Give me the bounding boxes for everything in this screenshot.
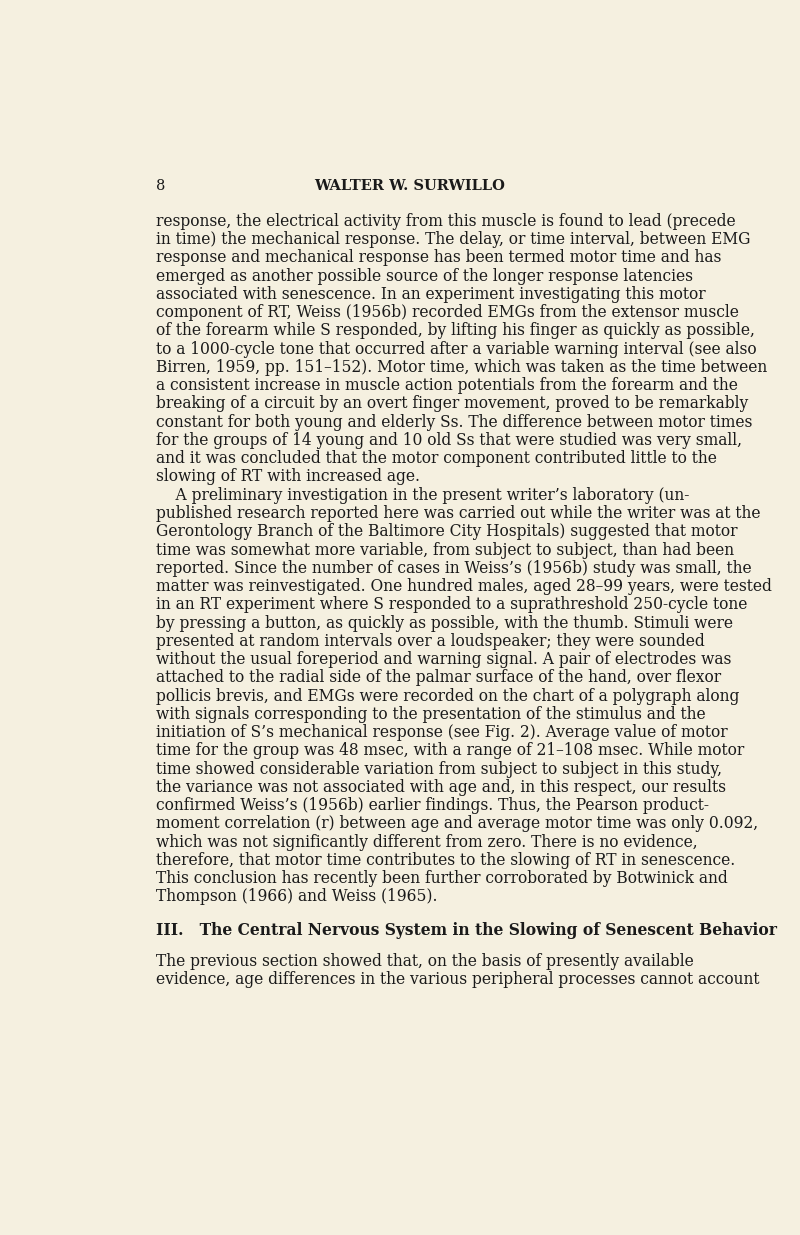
Text: emerged as another possible source of the longer response latencies: emerged as another possible source of th…	[156, 268, 693, 284]
Text: component of RT, Weiss (1956b) recorded EMGs from the extensor muscle: component of RT, Weiss (1956b) recorded …	[156, 304, 738, 321]
Text: Birren, 1959, pp. 151–152). Motor time, which was taken as the time between: Birren, 1959, pp. 151–152). Motor time, …	[156, 359, 767, 375]
Text: This conclusion has recently been further corroborated by Botwinick and: This conclusion has recently been furthe…	[156, 871, 727, 887]
Text: The previous section showed that, on the basis of presently available: The previous section showed that, on the…	[156, 953, 694, 971]
Text: initiation of S’s mechanical response (see Fig. 2). Average value of motor: initiation of S’s mechanical response (s…	[156, 724, 727, 741]
Text: evidence, age differences in the various peripheral processes cannot account: evidence, age differences in the various…	[156, 972, 759, 988]
Text: III.   The Central Nervous System in the Slowing of Senescent Behavior: III. The Central Nervous System in the S…	[156, 923, 777, 939]
Text: response, the electrical activity from this muscle is found to lead (precede: response, the electrical activity from t…	[156, 212, 735, 230]
Text: WALTER W. SURWILLO: WALTER W. SURWILLO	[314, 179, 506, 193]
Text: by pressing a button, as quickly as possible, with the thumb. Stimuli were: by pressing a button, as quickly as poss…	[156, 615, 733, 631]
Text: in time) the mechanical response. The delay, or time interval, between EMG: in time) the mechanical response. The de…	[156, 231, 750, 248]
Text: response and mechanical response has been termed motor time and has: response and mechanical response has bee…	[156, 249, 721, 267]
Text: associated with senescence. In an experiment investigating this motor: associated with senescence. In an experi…	[156, 285, 706, 303]
Text: to a 1000-cycle tone that occurred after a variable warning interval (see also: to a 1000-cycle tone that occurred after…	[156, 341, 757, 358]
Text: A preliminary investigation in the present writer’s laboratory (un-: A preliminary investigation in the prese…	[156, 487, 689, 504]
Text: for the groups of 14 young and 10 old Ss that were studied was very small,: for the groups of 14 young and 10 old Ss…	[156, 432, 742, 450]
Text: Gerontology Branch of the Baltimore City Hospitals) suggested that motor: Gerontology Branch of the Baltimore City…	[156, 524, 738, 540]
Text: and it was concluded that the motor component contributed little to the: and it was concluded that the motor comp…	[156, 451, 717, 467]
Text: without the usual foreperiod and warning signal. A pair of electrodes was: without the usual foreperiod and warning…	[156, 651, 731, 668]
Text: constant for both young and elderly Ss. The difference between motor times: constant for both young and elderly Ss. …	[156, 414, 752, 431]
Text: breaking of a circuit by an overt finger movement, proved to be remarkably: breaking of a circuit by an overt finger…	[156, 395, 748, 412]
Text: time for the group was 48 msec, with a range of 21–108 msec. While motor: time for the group was 48 msec, with a r…	[156, 742, 744, 760]
Text: therefore, that motor time contributes to the slowing of RT in senescence.: therefore, that motor time contributes t…	[156, 852, 735, 869]
Text: reported. Since the number of cases in Weiss’s (1956b) study was small, the: reported. Since the number of cases in W…	[156, 559, 751, 577]
Text: attached to the radial side of the palmar surface of the hand, over flexor: attached to the radial side of the palma…	[156, 669, 721, 687]
Text: confirmed Weiss’s (1956b) earlier findings. Thus, the Pearson product-: confirmed Weiss’s (1956b) earlier findin…	[156, 797, 709, 814]
Text: moment correlation (r) between age and average motor time was only 0.092,: moment correlation (r) between age and a…	[156, 815, 758, 832]
Text: Thompson (1966) and Weiss (1965).: Thompson (1966) and Weiss (1965).	[156, 888, 438, 905]
Text: time was somewhat more variable, from subject to subject, than had been: time was somewhat more variable, from su…	[156, 541, 734, 558]
Text: in an RT experiment where S responded to a suprathreshold 250-cycle tone: in an RT experiment where S responded to…	[156, 597, 747, 614]
Text: slowing of RT with increased age.: slowing of RT with increased age.	[156, 468, 420, 485]
Text: of the forearm while S responded, by lifting his finger as quickly as possible,: of the forearm while S responded, by lif…	[156, 322, 754, 340]
Text: which was not significantly different from zero. There is no evidence,: which was not significantly different fr…	[156, 834, 698, 851]
Text: with signals corresponding to the presentation of the stimulus and the: with signals corresponding to the presen…	[156, 706, 706, 722]
Text: presented at random intervals over a loudspeaker; they were sounded: presented at random intervals over a lou…	[156, 632, 705, 650]
Text: pollicis brevis, and EMGs were recorded on the chart of a polygraph along: pollicis brevis, and EMGs were recorded …	[156, 688, 739, 705]
Text: matter was reinvestigated. One hundred males, aged 28–99 years, were tested: matter was reinvestigated. One hundred m…	[156, 578, 772, 595]
Text: published research reported here was carried out while the writer was at the: published research reported here was car…	[156, 505, 760, 522]
Text: time showed considerable variation from subject to subject in this study,: time showed considerable variation from …	[156, 761, 722, 778]
Text: 8: 8	[156, 179, 165, 193]
Text: a consistent increase in muscle action potentials from the forearm and the: a consistent increase in muscle action p…	[156, 377, 738, 394]
Text: the variance was not associated with age and, in this respect, our results: the variance was not associated with age…	[156, 779, 726, 795]
